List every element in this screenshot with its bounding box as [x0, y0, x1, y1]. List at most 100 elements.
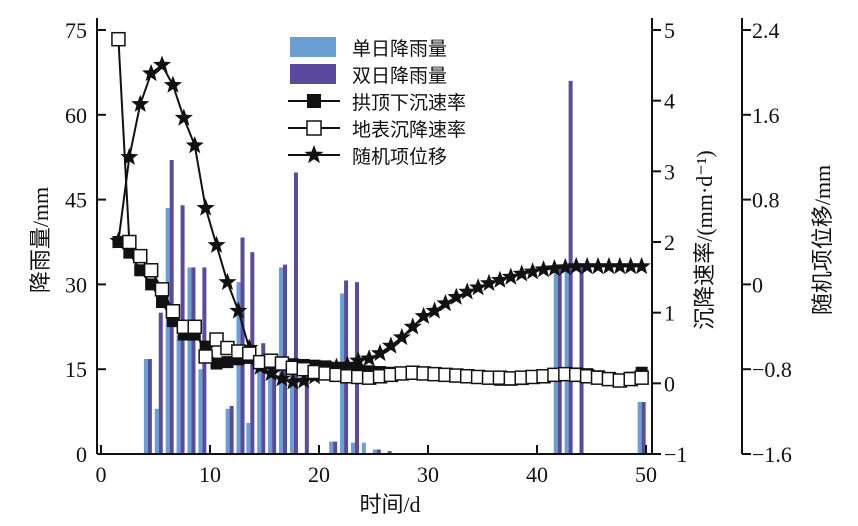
- y-left-title: 降雨量/mm: [28, 187, 53, 293]
- random-displacement-point: [120, 147, 139, 165]
- bar-single-day: [246, 422, 251, 454]
- random-displacement-point: [294, 371, 313, 389]
- y-right1-tick-label: 2: [664, 230, 675, 255]
- y-left-tick-label: 60: [65, 103, 87, 128]
- y-right2-tick-label: 0.8: [752, 188, 780, 213]
- bar-double-day: [304, 369, 309, 454]
- y-left-tick-label: 15: [65, 357, 87, 382]
- random-displacement-point: [610, 256, 629, 275]
- lines-layer: [109, 31, 651, 390]
- bar-single-day: [187, 267, 192, 454]
- legend-label-double: 双日降雨量: [352, 65, 447, 87]
- random-displacement-point: [556, 257, 575, 276]
- legend-swatch-double: [290, 64, 336, 84]
- random-displacement-point: [174, 108, 193, 126]
- y-right1-tick-label: 0: [664, 371, 675, 396]
- bar-single-day: [165, 208, 170, 454]
- legend-label-surface: 地表沉降速率: [352, 119, 466, 141]
- surface-rate-point: [198, 349, 213, 364]
- surface-rate-point: [209, 332, 224, 347]
- surface-rate-point: [187, 319, 202, 335]
- bar-double-day: [158, 312, 163, 454]
- bar-single-day: [225, 408, 230, 454]
- y-right1-tick-label: 5: [664, 18, 675, 43]
- random-displacement-point: [469, 278, 488, 296]
- legend-marker-surface: [306, 120, 322, 136]
- bar-single-day: [553, 267, 558, 454]
- bar-double-day: [579, 267, 584, 454]
- bar-single-day: [361, 442, 366, 454]
- x-tick-label: 30: [417, 462, 439, 487]
- random-displacement-point: [436, 294, 455, 312]
- x-tick-label: 40: [526, 462, 548, 487]
- bar-single-day: [198, 369, 203, 454]
- x-tick-label: 10: [199, 462, 221, 487]
- bar-single-day: [176, 335, 181, 454]
- random-displacement-point: [131, 94, 150, 112]
- bar-double-day: [147, 359, 152, 454]
- random-displacement-point: [371, 343, 390, 361]
- bar-single-day: [289, 369, 294, 454]
- random-displacement-point: [403, 317, 422, 335]
- random-displacement-point: [229, 301, 248, 319]
- random-displacement-point: [349, 351, 368, 369]
- random-displacement-point: [392, 327, 411, 346]
- crown-rate-point: [134, 264, 147, 277]
- y-right2-tick-label: 2.4: [752, 18, 780, 43]
- random-displacement-point: [142, 64, 161, 82]
- y-left-tick-label: 45: [65, 188, 87, 213]
- random-displacement-point: [153, 55, 172, 73]
- random-displacement-point: [283, 372, 302, 390]
- bar-single-day: [143, 359, 148, 454]
- x-axis-title: 时间/d: [359, 492, 420, 517]
- legend-label-crown: 拱顶下沉速率: [352, 92, 466, 114]
- bar-single-day: [329, 441, 334, 454]
- crown-rate-point: [145, 278, 158, 291]
- y-right1-tick-label: −1: [664, 442, 687, 467]
- y-right2-tick-label: 0: [752, 272, 763, 297]
- bar-single-day: [268, 369, 273, 454]
- random-displacement-point: [480, 273, 499, 291]
- bar-double-day: [261, 343, 266, 454]
- random-displacement-point: [534, 260, 553, 278]
- y-right1-title: 沉降速率/(mm·d⁻¹): [692, 150, 717, 330]
- surface-rate-point: [122, 234, 137, 250]
- random-displacement-point: [196, 198, 215, 216]
- random-displacement-point: [218, 272, 237, 290]
- surface-rate-point: [143, 263, 159, 278]
- random-displacement-point: [632, 256, 651, 275]
- surface-rate-point: [132, 248, 148, 264]
- random-displacement-point: [414, 306, 433, 324]
- legend-label-random: 随机项位移: [352, 146, 447, 168]
- bar-double-day: [229, 405, 234, 454]
- surface-rate-point: [241, 346, 257, 361]
- bar-double-day: [641, 401, 646, 454]
- y-left-tick-label: 0: [76, 442, 87, 467]
- legend-marker-random: [304, 145, 324, 164]
- bar-double-day: [191, 267, 196, 454]
- legend: 单日降雨量 双日降雨量 拱顶下沉速率 地表沉降速率 随机项位移: [288, 37, 466, 168]
- bar-single-day: [154, 408, 159, 454]
- surface-rate-point: [165, 304, 181, 319]
- bar-single-day: [257, 369, 262, 454]
- legend-marker-crown: [307, 94, 321, 108]
- y-left-tick-label: 75: [65, 18, 87, 43]
- bar-double-day: [272, 369, 277, 454]
- bar-single-day: [236, 282, 241, 454]
- random-displacement-point: [621, 256, 640, 275]
- x-tick-label: 0: [96, 462, 107, 487]
- random-displacement-point: [381, 336, 400, 354]
- random-displacement-point: [207, 235, 226, 253]
- y-left-tick-label: 30: [65, 272, 87, 297]
- surface-rate-point: [154, 282, 170, 297]
- x-tick-label: 20: [308, 462, 330, 487]
- bar-single-day: [372, 449, 377, 454]
- y-right1-tick-label: 1: [664, 301, 675, 326]
- bar-double-day: [557, 267, 562, 454]
- random-displacement-point: [578, 256, 597, 275]
- y-right2-tick-label: −0.8: [752, 357, 792, 382]
- y-right1-tick-label: 4: [664, 89, 675, 114]
- y-right2-title: 随机项位移/mm: [810, 165, 835, 315]
